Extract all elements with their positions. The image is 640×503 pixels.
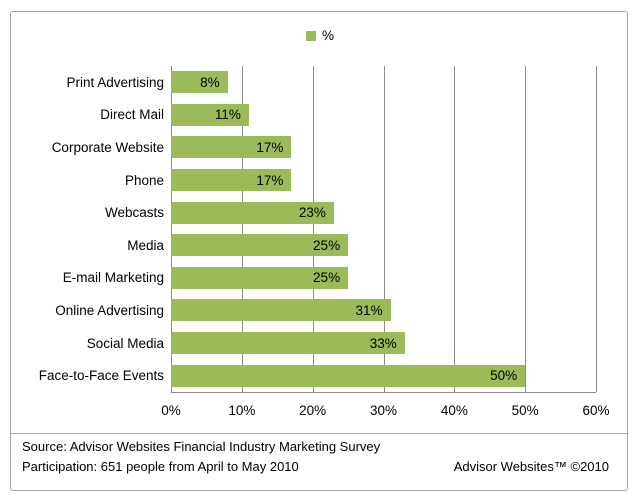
footer-participation-line: Participation: 651 people from April to … — [22, 459, 299, 474]
x-axis-tick-label: 10% — [228, 403, 256, 418]
bar-row: Webcasts 23% — [105, 196, 596, 229]
bar: 25% — [171, 266, 349, 289]
x-axis-tick-label: 20% — [299, 403, 327, 418]
bar-row: Direct Mail 11% — [100, 99, 596, 132]
gridline — [383, 66, 385, 392]
bar: 11% — [171, 103, 249, 126]
bar-value-label: 8% — [200, 74, 220, 90]
x-axis-tick-label: 40% — [440, 403, 468, 418]
bar: 31% — [171, 299, 391, 322]
gridline — [171, 66, 172, 392]
category-label: Social Media — [86, 335, 164, 351]
x-axis-tick-label: 0% — [161, 403, 181, 418]
legend-swatch-icon — [306, 30, 316, 41]
x-axis-tick-label: 60% — [582, 403, 610, 418]
bar-value-label: 17% — [256, 172, 284, 188]
chart-border — [10, 11, 628, 491]
bar-row: Print Advertising 8% — [66, 66, 596, 99]
bar: 23% — [171, 201, 334, 224]
bar: 17% — [171, 169, 292, 192]
gridline — [312, 66, 314, 392]
category-label: Online Advertising — [55, 302, 164, 318]
bar-row: Social Media 33% — [87, 327, 596, 360]
category-label: Media — [127, 237, 164, 253]
x-axis: 0% 10% 20% 30% 40% 50% 60% — [161, 403, 609, 421]
bar: 17% — [171, 136, 292, 159]
legend-label: % — [322, 28, 335, 43]
gridline — [241, 66, 243, 392]
bar-value-label: 31% — [355, 302, 383, 318]
plot-area: Print Advertising 8% Direct Mail 11% Corpora… — [39, 66, 597, 393]
bar-value-label: 11% — [214, 107, 241, 123]
footer-divider — [11, 433, 628, 434]
x-axis-tick-label: 30% — [369, 403, 398, 418]
bar: 25% — [171, 234, 349, 257]
legend: % — [306, 28, 334, 43]
category-label: Face-to-Face Events — [38, 368, 164, 384]
bar-value-label: 25% — [313, 270, 341, 286]
footer-source-block: Source: Advisor Websites Financial Indus… — [22, 437, 380, 477]
category-label: Webcasts — [104, 205, 164, 221]
bar-row: E-mail Marketing 25% — [63, 262, 596, 295]
footer-source-line: Source: Advisor Websites Financial Indus… — [22, 439, 381, 454]
bar-row: Online Advertising 31% — [55, 294, 596, 327]
bar-value-label: 23% — [298, 205, 326, 221]
gridline — [525, 66, 527, 392]
footer-credit: Advisor Websites™ ©2010 — [453, 459, 609, 474]
bar: 8% — [171, 71, 228, 94]
bar-value-label: 50% — [490, 368, 518, 384]
category-label: E-mail Marketing — [62, 270, 164, 286]
gridline — [454, 66, 456, 392]
bar-row: Corporate Website 17% — [52, 131, 596, 164]
bar-value-label: 33% — [369, 335, 397, 351]
gridline — [596, 66, 597, 392]
bar-row: Phone 17% — [125, 164, 596, 197]
bar-row: Face-to-Face Events 50% — [39, 359, 596, 392]
bar-row: Media 25% — [127, 229, 596, 262]
category-label: Direct Mail — [100, 107, 164, 123]
bar: 50% — [171, 364, 526, 387]
bar: 33% — [171, 332, 405, 355]
category-label: Print Advertising — [66, 74, 164, 90]
category-label: Corporate Website — [51, 139, 164, 155]
category-label: Phone — [124, 172, 164, 188]
x-axis-tick-label: 50% — [511, 403, 539, 418]
bar-value-label: 25% — [313, 237, 341, 253]
bar-value-label: 17% — [256, 139, 284, 155]
